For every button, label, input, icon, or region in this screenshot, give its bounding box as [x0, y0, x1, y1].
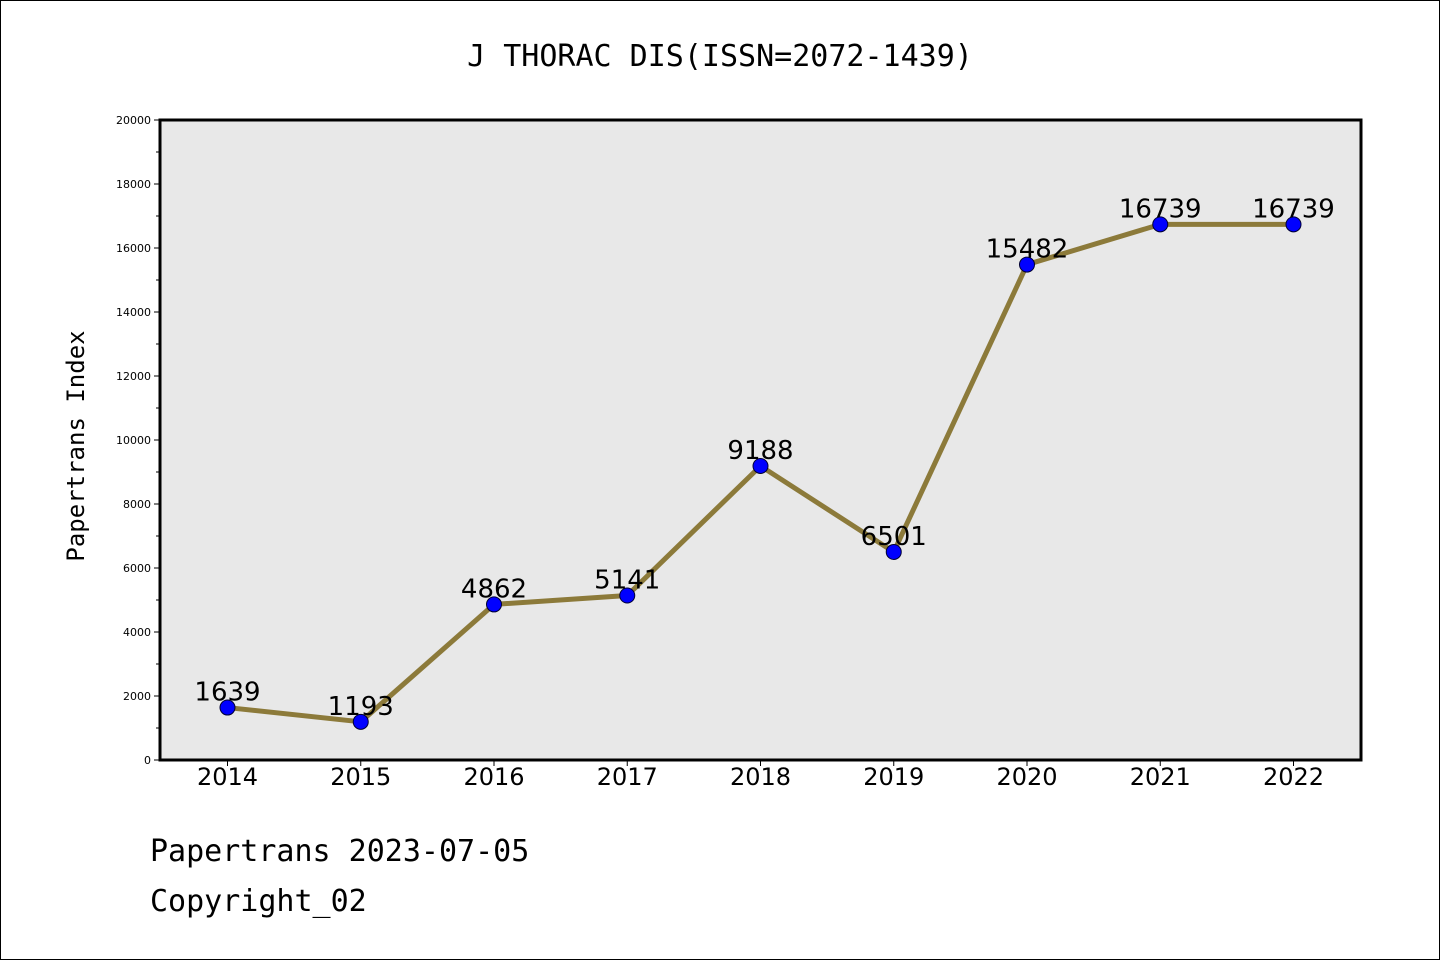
y-tick-label: 6000	[123, 562, 151, 575]
y-tick-label: 18000	[116, 178, 151, 191]
y-tick-label: 20000	[116, 114, 151, 127]
footer-date-line: Papertrans 2023-07-05	[150, 834, 530, 869]
data-label-2020: 15482	[986, 235, 1069, 265]
x-tick-label: 2022	[1263, 763, 1324, 791]
data-point-2017	[619, 587, 636, 604]
x-tick-label: 2018	[730, 763, 791, 791]
data-label-2018: 9188	[727, 436, 793, 466]
x-tick-label: 2021	[1130, 763, 1191, 791]
data-markers	[219, 216, 1302, 730]
y-tick-label: 12000	[116, 370, 151, 383]
data-point-2019	[885, 543, 902, 560]
data-point-2022	[1285, 216, 1302, 233]
y-tick-label: 14000	[116, 306, 151, 319]
data-point-2016	[486, 596, 502, 613]
plot-border	[158, 118, 1363, 762]
x-axis: 2014 2015 2016 2017 2018 2019 2020 2021 2022	[197, 760, 1324, 791]
x-tick-label: 2015	[330, 763, 391, 791]
y-tick-label: 8000	[123, 498, 151, 511]
data-point-2018	[752, 457, 769, 474]
y-tick-label: 2000	[123, 690, 151, 703]
x-tick-label: 2014	[197, 763, 258, 791]
data-label-2019: 6501	[861, 522, 927, 552]
data-point-2015	[352, 713, 369, 730]
data-label-2022: 16739	[1252, 194, 1335, 224]
x-tick-label: 2017	[597, 763, 658, 791]
y-tick-label: 0	[144, 754, 151, 767]
data-point-2021	[1152, 216, 1169, 233]
data-label-2021: 16739	[1119, 194, 1202, 224]
data-label-2015: 1193	[328, 692, 394, 722]
y-tick-label: 4000	[123, 626, 151, 639]
x-tick-label: 2019	[863, 763, 924, 791]
data-label-2016: 4862	[461, 574, 527, 604]
data-label-2017: 5141	[594, 565, 660, 595]
data-point-2014	[219, 699, 236, 716]
x-tick-label: 2016	[463, 763, 524, 791]
data-label-2014: 1639	[194, 678, 260, 708]
y-axis: 0 2000 4000 6000 8000 10000 12000 14000 16000 180…	[116, 114, 160, 767]
footer-copyright: Copyright_02	[150, 884, 367, 919]
y-tick-label: 10000	[116, 434, 151, 447]
data-point-2020	[1019, 256, 1035, 273]
chart-title: J THORAC DIS(ISSN=2072-1439)	[467, 39, 973, 74]
y-tick-label: 16000	[116, 242, 151, 255]
y-axis-label: Papertrans Index	[62, 330, 90, 561]
data-labels: 1639 1193 4862 5141 9188 6501 15482 16739 16739	[194, 194, 1334, 721]
x-tick-label: 2020	[996, 763, 1057, 791]
